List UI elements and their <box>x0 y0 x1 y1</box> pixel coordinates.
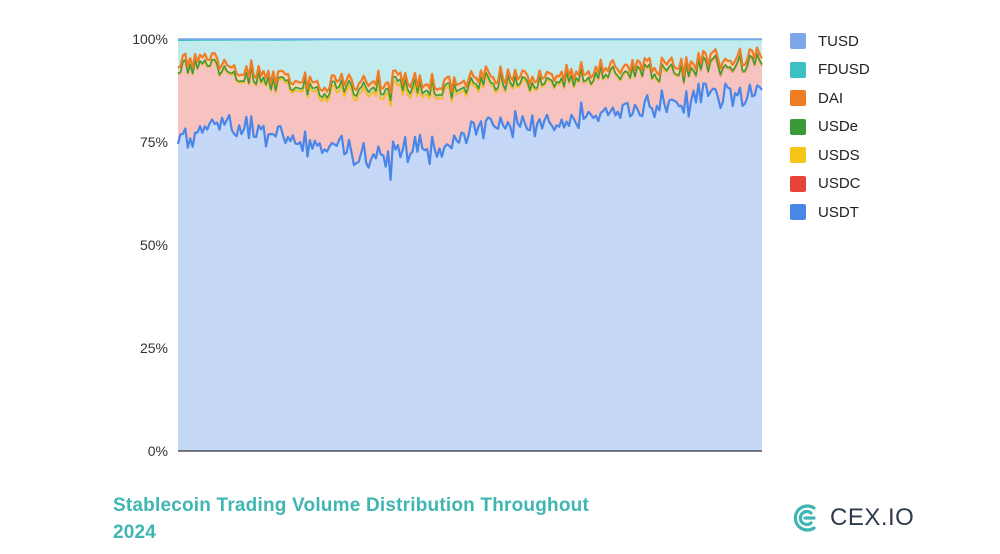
line-usdt <box>176 82 763 181</box>
chart-title: Stablecoin Trading Volume Distribution T… <box>113 495 589 543</box>
legend-swatch <box>790 204 806 221</box>
brand-name: CEX.IO <box>830 504 915 531</box>
legend-swatch <box>790 33 806 50</box>
area-layers <box>178 39 762 451</box>
legend-item-usds: USDS <box>790 141 870 170</box>
legend-swatch <box>790 90 806 107</box>
legend-item-tusd: TUSD <box>790 27 870 56</box>
line-dai <box>177 46 763 95</box>
legend-item-usde: USDe <box>790 113 870 142</box>
legend-label: USDT <box>818 203 859 221</box>
legend-swatch <box>790 147 806 164</box>
area-fdusd <box>178 39 762 94</box>
legend-swatch <box>790 118 806 135</box>
legend-item-usdc: USDC <box>790 170 870 199</box>
brand: CEX.IO <box>790 501 914 535</box>
legend-label: DAI <box>818 89 844 107</box>
y-tick-label: 0% <box>148 443 168 459</box>
legend-label: USDe <box>818 118 859 136</box>
legend: TUSD FDUSD DAI USDe USDS USDC USDT <box>790 27 870 227</box>
legend-label: FDUSD <box>818 61 870 79</box>
y-tick-label: 25% <box>140 340 168 356</box>
legend-swatch <box>790 175 806 192</box>
legend-item-dai: DAI <box>790 84 870 113</box>
y-tick-label: 100% <box>132 31 168 47</box>
legend-label: USDC <box>818 175 861 193</box>
legend-label: USDS <box>818 146 860 164</box>
legend-label: TUSD <box>818 32 859 50</box>
y-tick-label: 50% <box>140 237 168 253</box>
line-usde <box>177 52 763 102</box>
series-lines <box>176 38 763 181</box>
area-usdt <box>178 83 762 451</box>
y-axis: 0% 25% 50% 75% 100% <box>132 31 762 459</box>
legend-item-usdt: USDT <box>790 198 870 227</box>
legend-item-fdusd: FDUSD <box>790 56 870 85</box>
cex-logo-icon <box>793 504 816 532</box>
legend-swatch <box>790 61 806 78</box>
y-tick-label: 75% <box>140 134 168 150</box>
